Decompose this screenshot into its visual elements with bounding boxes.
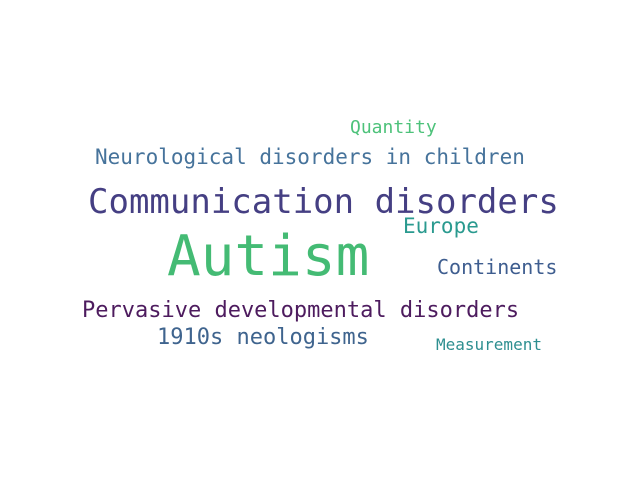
word-quantity: Quantity: [350, 117, 437, 138]
word-1910s-neologisms: 1910s neologisms: [157, 325, 369, 350]
word-pervasive-developmental-disorders: Pervasive developmental disorders: [82, 298, 520, 323]
word-communication-disorders: Communication disorders: [88, 182, 559, 222]
word-neurological-disorders-in-children: Neurological disorders in children: [95, 145, 525, 169]
word-continents: Continents: [437, 255, 558, 279]
word-europe: Europe: [403, 214, 479, 238]
word-measurement: Measurement: [436, 335, 542, 354]
word-autism: Autism: [167, 224, 370, 289]
